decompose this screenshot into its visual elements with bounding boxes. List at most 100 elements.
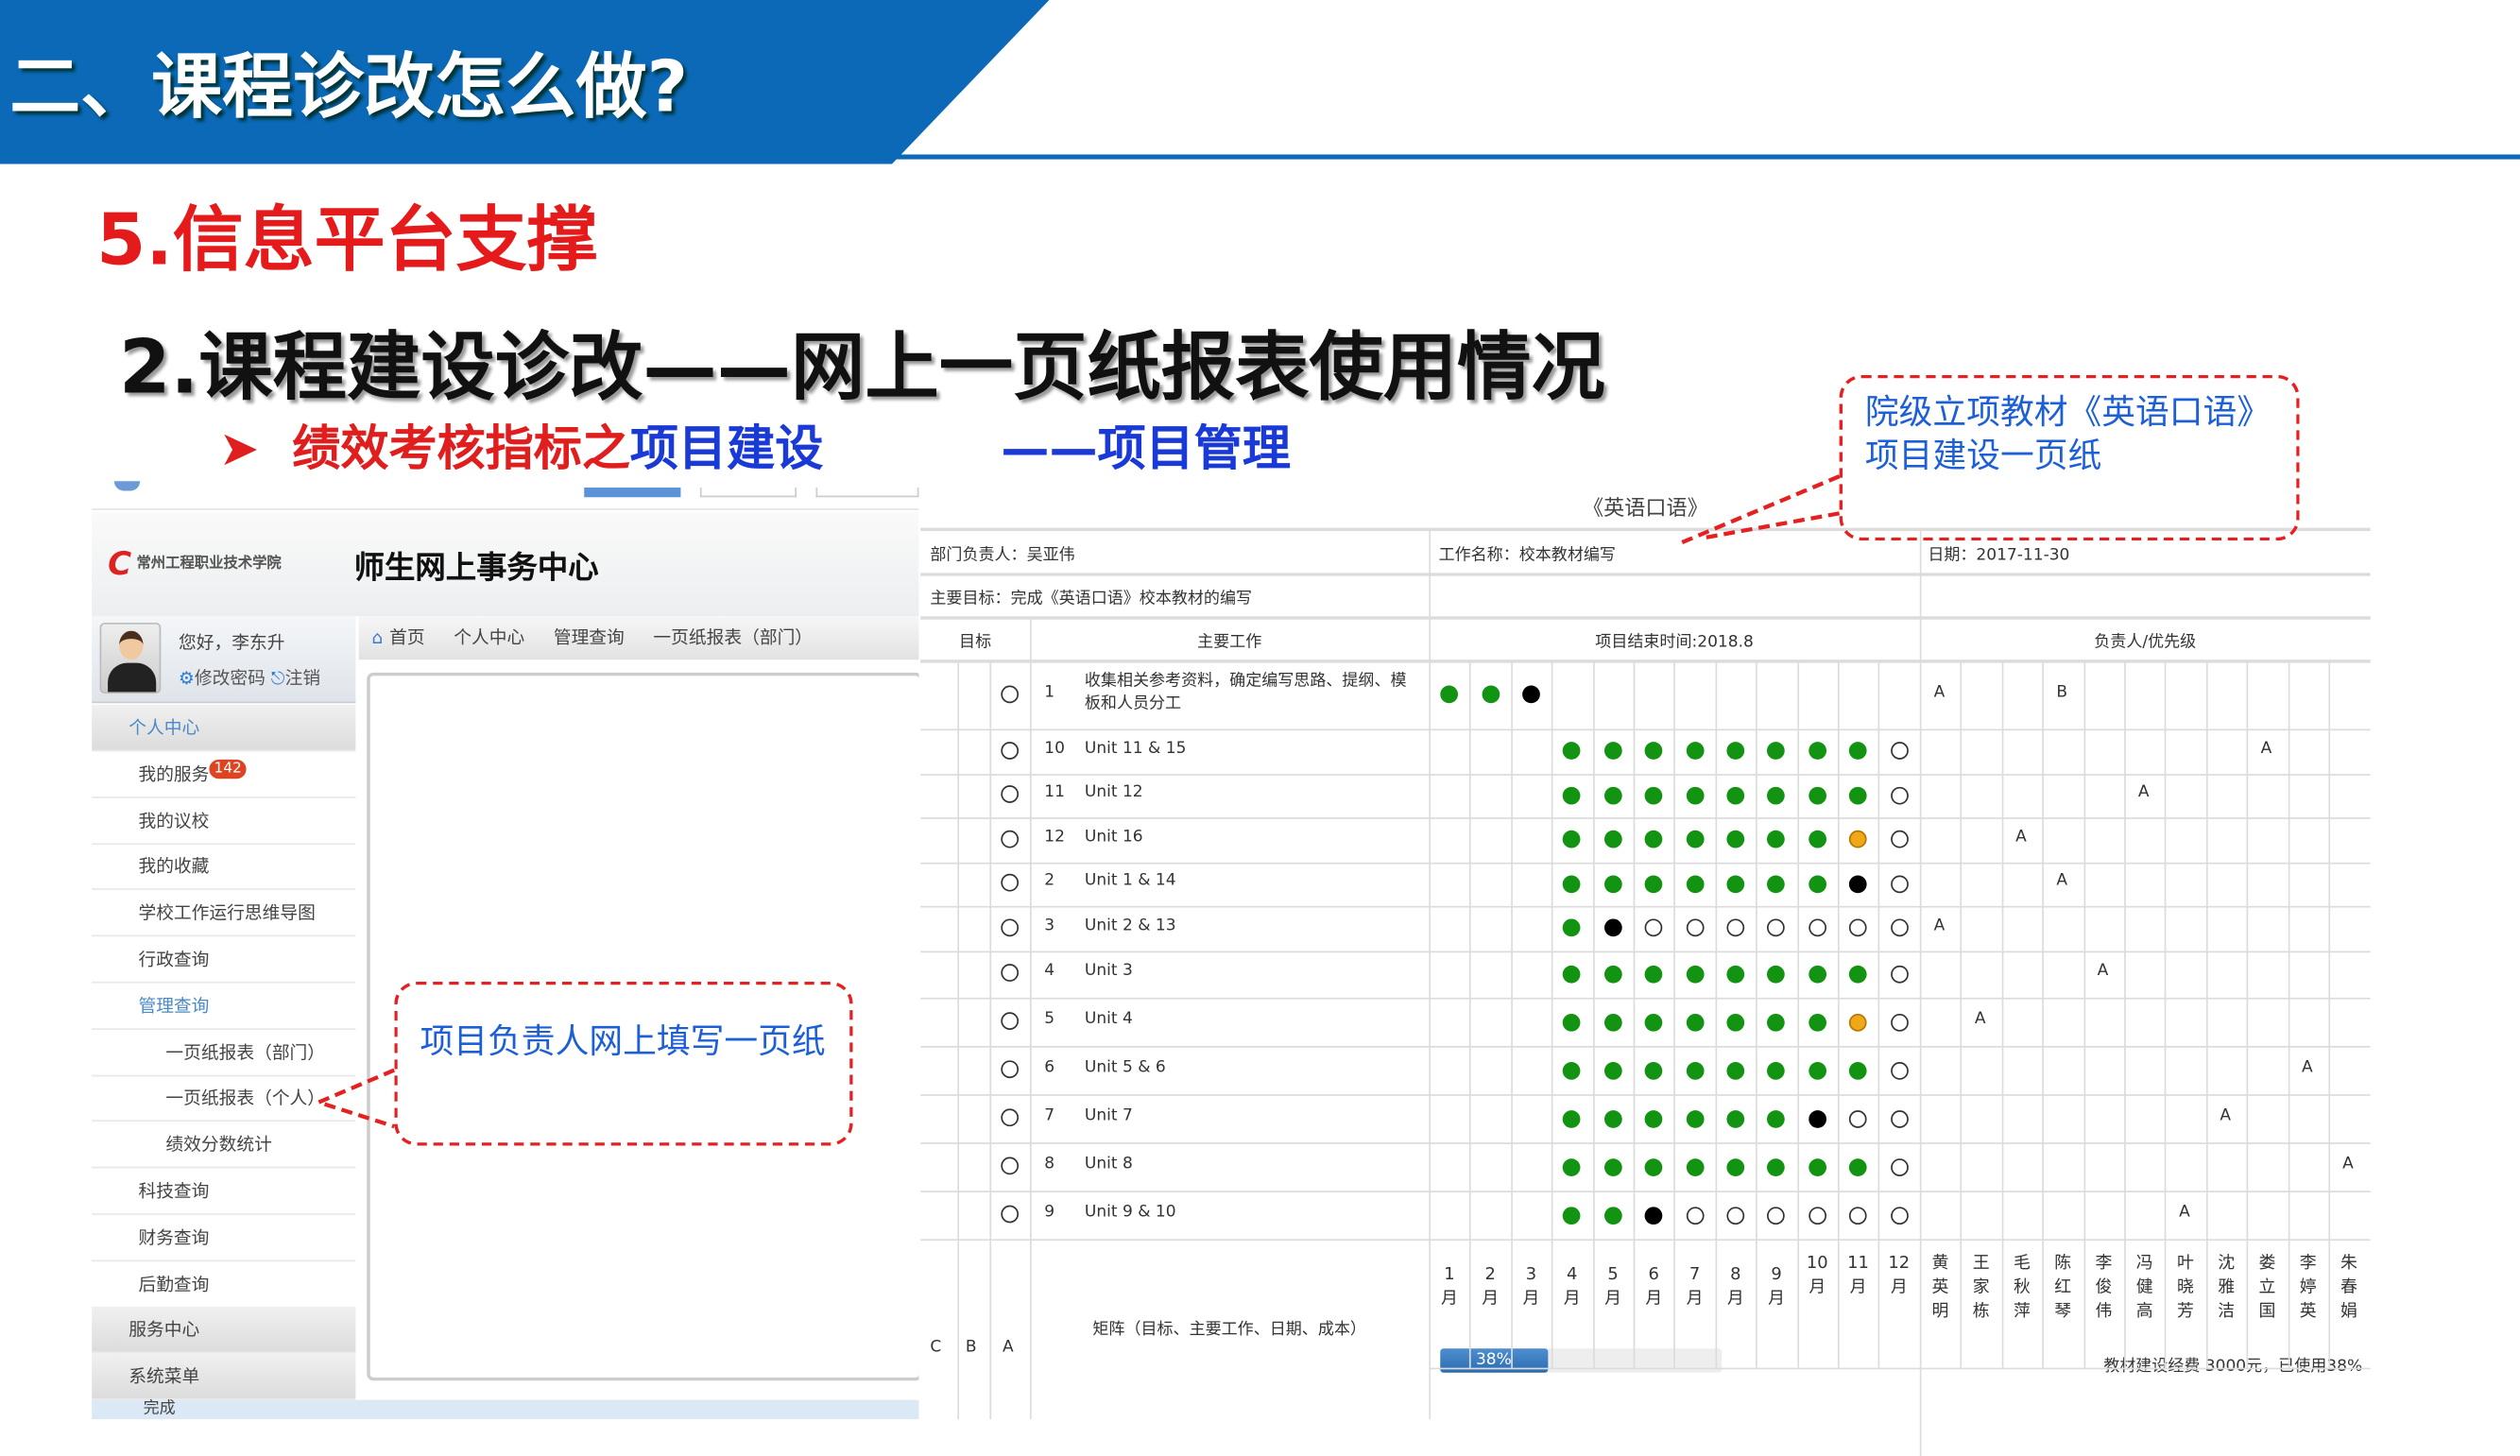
breadcrumb-item[interactable]: 个人中心 xyxy=(454,627,525,649)
sidebar-item[interactable]: 绩效分数统计 xyxy=(92,1122,356,1169)
month-label: 12月 xyxy=(1888,1253,1911,1297)
target-circle-icon[interactable] xyxy=(1001,741,1020,760)
grid-line xyxy=(2124,659,2126,1368)
grid-line xyxy=(920,659,2371,661)
status-dot-green xyxy=(1644,742,1663,761)
priority-mark: A xyxy=(2056,872,2068,891)
status-dot-green xyxy=(1644,1013,1663,1031)
status-dot-open xyxy=(1767,1206,1786,1225)
status-dot-open xyxy=(1890,965,1909,984)
target-circle-icon[interactable] xyxy=(1001,874,1020,892)
grid-line xyxy=(920,728,2371,731)
status-dot-orange xyxy=(1849,1013,1867,1031)
sidebar-item[interactable]: 我的收藏 xyxy=(92,844,356,891)
status-dot-open xyxy=(1890,742,1909,761)
grid-line xyxy=(920,1142,2371,1144)
sidebar-item[interactable]: 行政查询 xyxy=(92,936,356,984)
status-dot-green xyxy=(1849,786,1867,805)
target-circle-icon[interactable] xyxy=(1001,1012,1020,1030)
grid-line xyxy=(2001,659,2004,1368)
month-label: 8月 xyxy=(1726,1264,1744,1309)
sidebar-item[interactable]: 一页纸报表（部门） xyxy=(92,1029,356,1076)
priority-b: B xyxy=(965,1338,977,1357)
status-dot-green xyxy=(1808,831,1826,848)
row-number: 8 xyxy=(1044,1155,1055,1173)
sidebar-item-label: 我的收藏 xyxy=(138,856,210,878)
work-item: Unit 3 xyxy=(1084,962,1133,981)
browser-tab-active[interactable] xyxy=(584,488,681,498)
status-dot-green xyxy=(1563,742,1582,761)
status-dot-green xyxy=(1563,1157,1582,1176)
status-dot-green xyxy=(1644,1157,1663,1176)
grid-line xyxy=(1837,659,1840,1368)
sidebar-item-label: 一页纸报表（个人） xyxy=(165,1088,326,1110)
grid-line xyxy=(920,862,2371,864)
sub-red-text: 绩效考核指标之 xyxy=(292,421,630,478)
sidebar-item[interactable]: 后勤查询 xyxy=(92,1261,356,1308)
target-circle-icon[interactable] xyxy=(1001,1205,1020,1224)
sidebar-item[interactable]: 学校工作运行思维导图 xyxy=(92,890,356,937)
person-name: 黄英明 xyxy=(1931,1253,1949,1322)
gear-icon: ⚙ xyxy=(179,667,195,689)
sidebar-item[interactable]: 个人中心 xyxy=(92,704,356,752)
browser-tab[interactable] xyxy=(699,488,797,498)
status-dot-open xyxy=(1890,875,1909,893)
target-circle-icon[interactable] xyxy=(1001,964,1020,983)
portal-screenshot: C 常州工程职业技术学院 师生网上事务中心 您好，李东升 ⚙修改密码 ⎋注销 个… xyxy=(92,474,919,1420)
target-circle-icon[interactable] xyxy=(1001,830,1020,848)
status-dot-green xyxy=(1686,831,1704,848)
logout-icon: ⎋ xyxy=(270,667,285,689)
sidebar-item-label: 财务查询 xyxy=(138,1227,210,1249)
work-item: Unit 5 & 6 xyxy=(1084,1058,1166,1077)
grid-line xyxy=(2165,659,2168,1368)
month-label: 4月 xyxy=(1563,1264,1581,1309)
target-circle-icon[interactable] xyxy=(1001,918,1020,936)
grid-line xyxy=(1796,659,1799,1368)
sidebar-item[interactable]: 我的服务 142 xyxy=(92,751,356,798)
sidebar-item[interactable]: 科技查询 xyxy=(92,1168,356,1215)
breadcrumb-item[interactable]: 一页纸报表（部门） xyxy=(653,627,814,649)
work-item: Unit 2 & 13 xyxy=(1084,916,1176,935)
target-circle-icon[interactable] xyxy=(1001,785,1020,804)
sidebar-item-label: 行政查询 xyxy=(138,949,210,970)
status-dot-open xyxy=(1726,918,1745,937)
title-banner xyxy=(0,0,1050,164)
logout-link[interactable]: 注销 xyxy=(284,667,321,689)
priority-mark: A xyxy=(2179,1203,2190,1222)
sidebar-item[interactable]: 我的议校 xyxy=(92,797,356,845)
target-circle-icon[interactable] xyxy=(1001,1108,1020,1127)
sidebar-item[interactable]: 管理查询 xyxy=(92,983,356,1030)
status-dot-green xyxy=(1603,742,1622,761)
browser-tab[interactable] xyxy=(815,488,919,498)
sidebar-item[interactable]: 一页纸报表（个人） xyxy=(92,1075,356,1122)
status-dot-green xyxy=(1686,875,1704,893)
breadcrumb-item[interactable]: 首页 xyxy=(389,627,425,649)
sidebar-item[interactable]: 服务中心 xyxy=(92,1307,356,1354)
person-name: 叶晓芳 xyxy=(2177,1253,2194,1322)
callout-pointers xyxy=(313,474,1841,1129)
breadcrumb-item[interactable]: 管理查询 xyxy=(553,627,625,649)
month-label: 9月 xyxy=(1768,1264,1785,1309)
status-dot-open xyxy=(1890,831,1909,848)
target-circle-icon[interactable] xyxy=(1001,1060,1020,1079)
col-owner: 负责人/优先级 xyxy=(2094,634,2197,652)
sidebar-item[interactable]: 财务查询 xyxy=(92,1214,356,1261)
work-item: Unit 8 xyxy=(1084,1155,1133,1173)
status-dot-open xyxy=(1644,918,1663,937)
row-number: 2 xyxy=(1044,872,1055,891)
callout-fill-in: 项目负责人网上填写一页纸 xyxy=(394,981,853,1146)
status-dot-green xyxy=(1726,831,1745,848)
sidebar-item[interactable]: 系统菜单 xyxy=(92,1353,356,1401)
status-dot-green xyxy=(1644,965,1663,984)
grid-line xyxy=(1510,659,1513,1368)
target-circle-icon[interactable] xyxy=(1001,684,1020,703)
status-dot-open xyxy=(1890,1109,1909,1128)
status-dot-green xyxy=(1686,1157,1704,1176)
target-circle-icon[interactable] xyxy=(1001,1156,1020,1175)
status-dot-green xyxy=(1767,742,1786,761)
priority-mark: A xyxy=(2137,783,2150,802)
sub-right-text: ——项目管理 xyxy=(1001,421,1291,478)
person-name: 朱春娟 xyxy=(2340,1253,2357,1322)
change-password-link[interactable]: 修改密码 xyxy=(194,667,266,689)
